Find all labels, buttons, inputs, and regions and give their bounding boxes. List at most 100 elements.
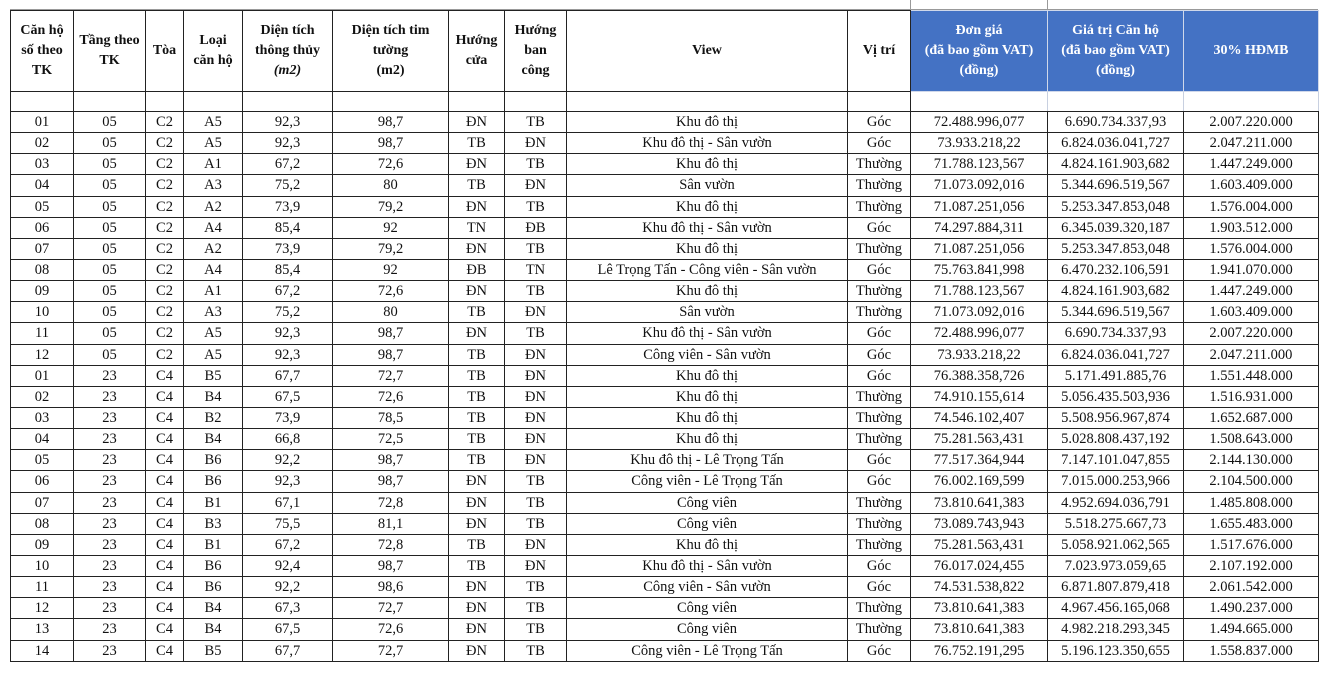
cell: 05 bbox=[73, 216, 146, 239]
cell: Thường bbox=[847, 237, 911, 260]
cell: 85,4 bbox=[242, 216, 333, 239]
cell: TN bbox=[504, 258, 567, 282]
cell: Thường bbox=[847, 280, 911, 303]
cell: 10 bbox=[10, 301, 74, 324]
cell: ĐN bbox=[504, 343, 567, 366]
cell: 6.824.036.041,727 bbox=[1047, 132, 1184, 155]
cell: C4 bbox=[145, 406, 184, 430]
cell: C2 bbox=[145, 343, 184, 366]
cell: B6 bbox=[183, 470, 243, 493]
sheet-edge bbox=[910, 0, 911, 10]
cell: TB bbox=[504, 195, 567, 218]
column-header: Loại căn hộ bbox=[183, 10, 243, 92]
cell: 07 bbox=[10, 491, 74, 514]
cell: 72,7 bbox=[332, 639, 449, 662]
cell: Thường bbox=[847, 301, 911, 324]
cell: Thường bbox=[847, 385, 911, 408]
header-line: cửa bbox=[465, 53, 488, 68]
cell: 71.087.251,056 bbox=[910, 237, 1048, 260]
cell: B4 bbox=[183, 618, 243, 641]
cell: 08 bbox=[10, 512, 74, 535]
column-header: Tòa bbox=[145, 10, 184, 92]
cell: 92 bbox=[332, 216, 449, 239]
cell: C4 bbox=[145, 597, 184, 620]
cell: Công viên - Lê Trọng Tấn bbox=[566, 470, 848, 493]
cell: 5.196.123.350,655 bbox=[1047, 639, 1184, 662]
cell: 72,7 bbox=[332, 597, 449, 620]
cell: ĐN bbox=[504, 174, 567, 197]
cell: 12 bbox=[10, 343, 74, 366]
cell: ĐN bbox=[448, 237, 505, 260]
blank-cell bbox=[1047, 91, 1184, 112]
cell: 72,8 bbox=[332, 491, 449, 514]
cell: Góc bbox=[847, 576, 911, 599]
cell: A5 bbox=[183, 110, 243, 134]
cell: Góc bbox=[847, 132, 911, 155]
blank-cell bbox=[910, 91, 1048, 112]
header-line: (đã bao gồm VAT) bbox=[924, 43, 1034, 58]
cell: 5.518.275.667,73 bbox=[1047, 512, 1184, 535]
cell: 92,2 bbox=[242, 449, 333, 472]
cell: B6 bbox=[183, 576, 243, 599]
cell: C2 bbox=[145, 322, 184, 345]
header-line: ban bbox=[524, 43, 547, 58]
cell: 23 bbox=[73, 406, 146, 430]
cell: 72,6 bbox=[332, 153, 449, 176]
header-line: (m2) bbox=[273, 63, 302, 78]
cell: C2 bbox=[145, 216, 184, 239]
cell: 09 bbox=[10, 280, 74, 303]
header-line: TK bbox=[31, 63, 53, 78]
cell: B1 bbox=[183, 533, 243, 556]
cell: ĐN bbox=[504, 301, 567, 324]
cell: 04 bbox=[10, 174, 74, 197]
cell: 1.603.409.000 bbox=[1183, 301, 1319, 324]
cell: Công viên - Lê Trọng Tấn bbox=[566, 639, 848, 662]
cell: 71.788.123,567 bbox=[910, 280, 1048, 303]
cell: 6.690.734.337,93 bbox=[1047, 322, 1184, 345]
cell: TN bbox=[448, 216, 505, 239]
cell: ĐN bbox=[448, 280, 505, 303]
cell: 72,8 bbox=[332, 533, 449, 556]
data-row: 06 05 C2 A4 85,4 92 TN ĐB Khu đô thị - Sân vườn G… bbox=[10, 216, 1319, 239]
cell: 05 bbox=[73, 258, 146, 282]
cell: 4.967.456.165,068 bbox=[1047, 597, 1184, 620]
cell: 73,9 bbox=[242, 406, 333, 430]
cell: C4 bbox=[145, 618, 184, 641]
cell: Khu đô thị bbox=[566, 364, 848, 387]
header-line: Hướng bbox=[455, 33, 498, 48]
cell: Thường bbox=[847, 597, 911, 620]
cell: Công viên bbox=[566, 512, 848, 535]
sheet-edge bbox=[1047, 0, 1048, 10]
cell: C4 bbox=[145, 554, 184, 578]
cell: 85,4 bbox=[242, 258, 333, 282]
cell: 05 bbox=[73, 280, 146, 303]
cell: 02 bbox=[10, 132, 74, 155]
cell: C4 bbox=[145, 533, 184, 556]
data-row: 08 05 C2 A4 85,4 92 ĐB TN Lê Trọng Tấn - Công vi… bbox=[10, 258, 1319, 282]
cell: 2.107.192.000 bbox=[1183, 554, 1319, 578]
cell: 67,2 bbox=[242, 280, 333, 303]
cell: TB bbox=[504, 470, 567, 493]
cell: C2 bbox=[145, 195, 184, 218]
cell: 75,5 bbox=[242, 512, 333, 535]
cell: 72.488.996,077 bbox=[910, 322, 1048, 345]
cell: Thường bbox=[847, 406, 911, 430]
cell: 75.281.563,431 bbox=[910, 533, 1048, 556]
cell: 74.910.155,614 bbox=[910, 385, 1048, 408]
cell: 71.073.092,016 bbox=[910, 301, 1048, 324]
cell: Khu đô thị bbox=[566, 406, 848, 430]
cell: Khu đô thị bbox=[566, 428, 848, 451]
blank-cell bbox=[332, 91, 449, 112]
cell: 5.056.435.503,936 bbox=[1047, 385, 1184, 408]
cell: Thường bbox=[847, 491, 911, 514]
cell: ĐN bbox=[448, 195, 505, 218]
cell: 71.788.123,567 bbox=[910, 153, 1048, 176]
cell: 73,9 bbox=[242, 237, 333, 260]
data-row: 04 23 C4 B4 66,8 72,5 TB ĐN Khu đô thị Thường 75.2… bbox=[10, 428, 1319, 451]
cell: Công viên - Sân vườn bbox=[566, 576, 848, 599]
cell: 23 bbox=[73, 618, 146, 641]
cell: 08 bbox=[10, 258, 74, 282]
cell: 67,2 bbox=[242, 533, 333, 556]
cell: 98,7 bbox=[332, 110, 449, 134]
